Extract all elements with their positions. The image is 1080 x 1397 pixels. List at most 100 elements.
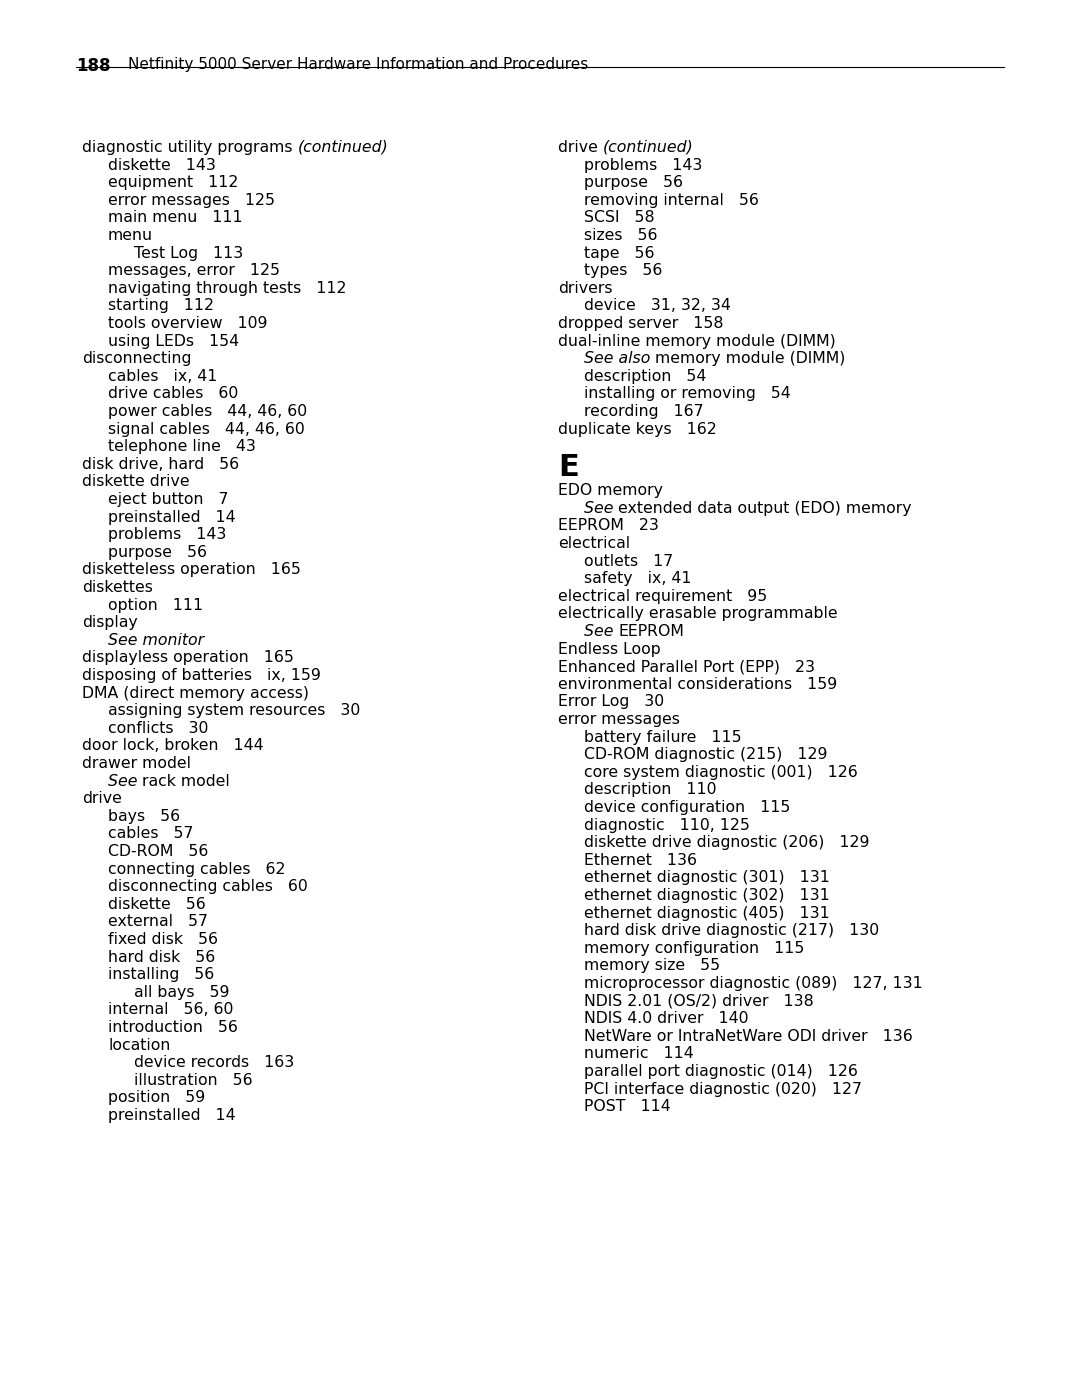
Text: Enhanced Parallel Port (EPP)   23: Enhanced Parallel Port (EPP) 23 (558, 659, 815, 675)
Text: DMA (direct memory access): DMA (direct memory access) (82, 686, 309, 701)
Text: hard disk drive diagnostic (217)   130: hard disk drive diagnostic (217) 130 (584, 923, 879, 939)
Text: memory module (DIMM): memory module (DIMM) (656, 351, 846, 366)
Text: device records   163: device records 163 (134, 1055, 294, 1070)
Text: See: See (584, 500, 619, 515)
Text: parallel port diagnostic (014)   126: parallel port diagnostic (014) 126 (584, 1065, 858, 1078)
Text: preinstalled   14: preinstalled 14 (108, 1108, 235, 1123)
Text: disk drive, hard   56: disk drive, hard 56 (82, 457, 239, 472)
Text: diskettes: diskettes (82, 580, 153, 595)
Text: E: E (558, 453, 579, 482)
Text: telephone line   43: telephone line 43 (108, 439, 256, 454)
Text: equipment   112: equipment 112 (108, 175, 239, 190)
Text: internal   56, 60: internal 56, 60 (108, 1003, 233, 1017)
Text: error messages   125: error messages 125 (108, 193, 275, 208)
Text: location: location (108, 1038, 171, 1052)
Text: recording   167: recording 167 (584, 404, 704, 419)
Text: See also: See also (584, 351, 656, 366)
Text: EEPROM: EEPROM (619, 624, 685, 638)
Text: CD-ROM   56: CD-ROM 56 (108, 844, 208, 859)
Text: numeric   114: numeric 114 (584, 1046, 693, 1062)
Text: signal cables   44, 46, 60: signal cables 44, 46, 60 (108, 422, 305, 437)
Text: NDIS 4.0 driver   140: NDIS 4.0 driver 140 (584, 1011, 748, 1027)
Text: conflicts   30: conflicts 30 (108, 721, 208, 736)
Text: CD-ROM diagnostic (215)   129: CD-ROM diagnostic (215) 129 (584, 747, 827, 763)
Text: Endless Loop: Endless Loop (558, 641, 661, 657)
Text: starting   112: starting 112 (108, 299, 214, 313)
Text: diagnostic utility programs: diagnostic utility programs (82, 140, 297, 155)
Text: all bays   59: all bays 59 (134, 985, 229, 1000)
Text: See: See (584, 624, 619, 638)
Text: disconnecting: disconnecting (82, 351, 191, 366)
Text: SCSI   58: SCSI 58 (584, 211, 654, 225)
Text: Error Log   30: Error Log 30 (558, 694, 664, 710)
Text: core system diagnostic (001)   126: core system diagnostic (001) 126 (584, 764, 858, 780)
Text: Ethernet   136: Ethernet 136 (584, 852, 697, 868)
Text: memory configuration   115: memory configuration 115 (584, 940, 805, 956)
Text: power cables   44, 46, 60: power cables 44, 46, 60 (108, 404, 307, 419)
Text: types   56: types 56 (584, 263, 662, 278)
Text: PCI interface diagnostic (020)   127: PCI interface diagnostic (020) 127 (584, 1081, 862, 1097)
Text: Netfinity 5000 Server Hardware Information and Procedures: Netfinity 5000 Server Hardware Informati… (129, 57, 589, 73)
Text: description   110: description 110 (584, 782, 716, 798)
Text: navigating through tests   112: navigating through tests 112 (108, 281, 347, 296)
Text: ethernet diagnostic (302)   131: ethernet diagnostic (302) 131 (584, 888, 829, 902)
Text: purpose   56: purpose 56 (584, 175, 683, 190)
Text: disposing of batteries   ix, 159: disposing of batteries ix, 159 (82, 668, 321, 683)
Text: rack model: rack model (143, 774, 230, 788)
Text: device configuration   115: device configuration 115 (584, 800, 791, 814)
Text: battery failure   115: battery failure 115 (584, 729, 742, 745)
Text: drawer model: drawer model (82, 756, 191, 771)
Text: (continued): (continued) (603, 140, 693, 155)
Text: extended data output (EDO) memory: extended data output (EDO) memory (619, 500, 913, 515)
Text: device   31, 32, 34: device 31, 32, 34 (584, 299, 731, 313)
Text: introduction   56: introduction 56 (108, 1020, 238, 1035)
Text: duplicate keys   162: duplicate keys 162 (558, 422, 717, 437)
Text: safety   ix, 41: safety ix, 41 (584, 571, 691, 587)
Text: bays   56: bays 56 (108, 809, 180, 824)
Text: electrical: electrical (558, 536, 630, 550)
Text: diskette drive: diskette drive (82, 475, 190, 489)
Text: error messages: error messages (558, 712, 680, 726)
Text: (continued): (continued) (297, 140, 388, 155)
Text: using LEDs   154: using LEDs 154 (108, 334, 239, 349)
Text: drive cables   60: drive cables 60 (108, 387, 239, 401)
Text: drive: drive (558, 140, 603, 155)
Text: menu: menu (108, 228, 153, 243)
Text: diskette drive diagnostic (206)   129: diskette drive diagnostic (206) 129 (584, 835, 869, 851)
Text: fixed disk   56: fixed disk 56 (108, 932, 218, 947)
Text: environmental considerations   159: environmental considerations 159 (558, 676, 837, 692)
Text: illustration   56: illustration 56 (134, 1073, 253, 1088)
Text: diagnostic   110, 125: diagnostic 110, 125 (584, 817, 750, 833)
Text: purpose   56: purpose 56 (108, 545, 207, 560)
Text: messages, error   125: messages, error 125 (108, 263, 280, 278)
Text: NetWare or IntraNetWare ODI driver   136: NetWare or IntraNetWare ODI driver 136 (584, 1028, 913, 1044)
Text: Test Log   113: Test Log 113 (134, 246, 243, 261)
Text: problems   143: problems 143 (584, 158, 702, 173)
Text: cables   ix, 41: cables ix, 41 (108, 369, 217, 384)
Text: sizes   56: sizes 56 (584, 228, 658, 243)
Text: display: display (82, 615, 138, 630)
Text: diskette   56: diskette 56 (108, 897, 206, 912)
Text: memory size   55: memory size 55 (584, 958, 720, 974)
Text: ethernet diagnostic (301)   131: ethernet diagnostic (301) 131 (584, 870, 829, 886)
Text: option   111: option 111 (108, 598, 203, 613)
Text: removing internal   56: removing internal 56 (584, 193, 759, 208)
Text: problems   143: problems 143 (108, 527, 227, 542)
Text: main menu   111: main menu 111 (108, 211, 243, 225)
Text: EDO memory: EDO memory (558, 483, 663, 499)
Text: door lock, broken   144: door lock, broken 144 (82, 739, 264, 753)
Text: installing or removing   54: installing or removing 54 (584, 387, 791, 401)
Text: position   59: position 59 (108, 1091, 205, 1105)
Text: installing   56: installing 56 (108, 967, 214, 982)
Text: drive: drive (82, 791, 122, 806)
Text: diskette   143: diskette 143 (108, 158, 216, 173)
Text: hard disk   56: hard disk 56 (108, 950, 215, 964)
Text: See: See (108, 774, 143, 788)
Text: outlets   17: outlets 17 (584, 553, 673, 569)
Text: electrical requirement   95: electrical requirement 95 (558, 588, 767, 604)
Text: POST   114: POST 114 (584, 1099, 671, 1115)
Text: assigning system resources   30: assigning system resources 30 (108, 703, 361, 718)
Text: dropped server   158: dropped server 158 (558, 316, 724, 331)
Text: displayless operation   165: displayless operation 165 (82, 651, 294, 665)
Text: dual-inline memory module (DIMM): dual-inline memory module (DIMM) (558, 334, 836, 349)
